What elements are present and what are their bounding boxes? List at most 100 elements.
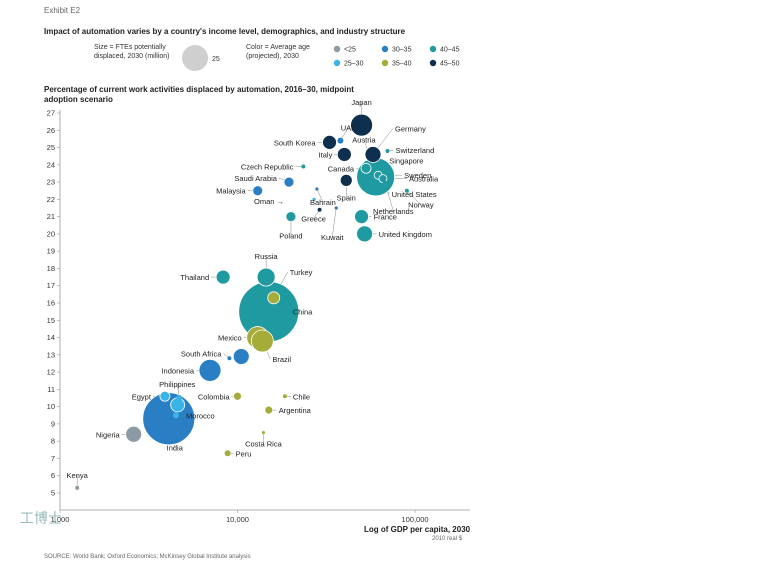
point-label: Morocco	[186, 411, 215, 420]
point-label: Greece	[301, 215, 326, 224]
point-label: Norway	[408, 201, 434, 210]
y-tick-label: 20	[47, 229, 55, 238]
legend-label: 45–50	[440, 61, 460, 68]
point-label: China	[293, 308, 313, 317]
point-label: India	[167, 444, 184, 453]
data-point	[224, 450, 231, 457]
data-point	[356, 225, 373, 243]
data-point	[159, 390, 171, 402]
legend-swatch	[333, 45, 341, 53]
data-point	[264, 405, 274, 415]
exhibit-label: Exhibit E2	[44, 6, 81, 15]
point-label: South Africa	[181, 349, 222, 358]
y-tick-label: 8	[51, 437, 55, 446]
point-label: Mexico	[218, 334, 242, 343]
y-tick-label: 22	[47, 195, 55, 204]
data-point	[267, 291, 281, 305]
y-tick-label: 12	[47, 368, 55, 377]
y-tick-label: 21	[47, 212, 55, 221]
y-tick-label: 23	[47, 178, 55, 187]
data-point	[337, 137, 344, 144]
y-tick-label: 26	[47, 126, 55, 135]
legend-label: 25–30	[344, 61, 364, 68]
point-label: Philippines	[159, 380, 196, 389]
data-point	[339, 173, 353, 187]
point-label: Czech Republic	[241, 163, 294, 172]
point-label: Kenya	[67, 471, 89, 480]
point-label: Thailand	[180, 273, 209, 282]
data-point	[256, 267, 276, 287]
point-label: Australia	[409, 175, 439, 184]
leader-line	[266, 350, 271, 360]
point-label: UAE	[341, 124, 356, 133]
data-point	[354, 209, 369, 225]
color-legend-title: Color = Average age (projected), 2030	[246, 44, 310, 60]
point-label: Turkey	[290, 268, 313, 277]
legend-label: 30–35	[392, 47, 412, 54]
point-label: United Kingdom	[379, 230, 432, 239]
data-point	[215, 269, 231, 285]
point-label: United States	[392, 190, 437, 199]
y-tick-label: 27	[47, 109, 55, 118]
leader-line	[331, 209, 337, 238]
point-label: Switzerland	[396, 146, 435, 155]
x-axis-unit: 2010 real $	[432, 536, 463, 542]
y-tick-label: 24	[47, 160, 55, 169]
x-tick-label: 10,000	[226, 515, 249, 524]
y-tick-label: 10	[47, 402, 55, 411]
data-point	[198, 358, 222, 382]
point-label: Germany	[395, 124, 426, 133]
point-label: Kuwait	[321, 233, 344, 242]
data-point	[322, 134, 337, 150]
leader-line	[341, 127, 349, 139]
point-label: Poland	[279, 232, 302, 241]
leader-line	[377, 128, 394, 149]
data-point	[252, 185, 264, 197]
data-point	[385, 149, 390, 153]
legend-label: 40–45	[440, 47, 460, 54]
point-label: Egypt	[132, 392, 152, 401]
data-point	[282, 394, 287, 399]
point-label: Malaysia	[216, 187, 246, 196]
leader-line	[177, 383, 180, 396]
data-point	[250, 329, 274, 353]
point-label: Costa Rica	[245, 440, 283, 449]
watermark-logo: 工博士	[20, 510, 62, 526]
y-tick-label: 9	[51, 419, 55, 428]
label-layer: Japan UAE Austria Germany South Korea Switzer…	[67, 98, 439, 480]
legend-swatch	[429, 45, 437, 53]
y-tick-label: 7	[51, 454, 55, 463]
point-label: Singapore	[389, 157, 423, 166]
data-point	[350, 113, 373, 137]
y-tick-label: 6	[51, 471, 55, 480]
y-tick-label: 17	[47, 281, 55, 290]
data-point	[125, 425, 143, 443]
point-label: Argentina	[279, 406, 312, 415]
point-label: Japan	[351, 98, 371, 107]
leader-line	[387, 191, 390, 195]
leader-line	[317, 190, 324, 203]
size-legend-text: Size = FTEs potentially displaced, 2030 …	[94, 44, 170, 60]
leader-line	[278, 177, 285, 181]
x-tick-label: 1,000	[51, 515, 70, 524]
data-point	[233, 391, 242, 401]
data-point	[176, 395, 183, 401]
leader-line	[389, 149, 394, 151]
point-label: Russia	[255, 252, 279, 261]
point-label: Brazil	[272, 355, 291, 364]
point-label: Peru	[236, 449, 252, 458]
data-point	[227, 356, 232, 361]
data-point	[383, 169, 388, 174]
data-point	[172, 412, 179, 419]
chart-subtitle: Percentage of current work activities di…	[44, 85, 354, 104]
legend-label: <25	[344, 47, 356, 54]
y-tick-label: 25	[47, 143, 55, 152]
data-point	[261, 430, 266, 435]
x-tick-label: 100,000	[401, 515, 428, 524]
data-point	[360, 162, 372, 174]
chart-title: Impact of automation varies by a country…	[44, 27, 406, 36]
point-label: Colombia	[198, 392, 231, 401]
data-point	[301, 164, 306, 169]
point-label: Canada	[328, 164, 355, 173]
y-tick-label: 11	[47, 385, 55, 394]
